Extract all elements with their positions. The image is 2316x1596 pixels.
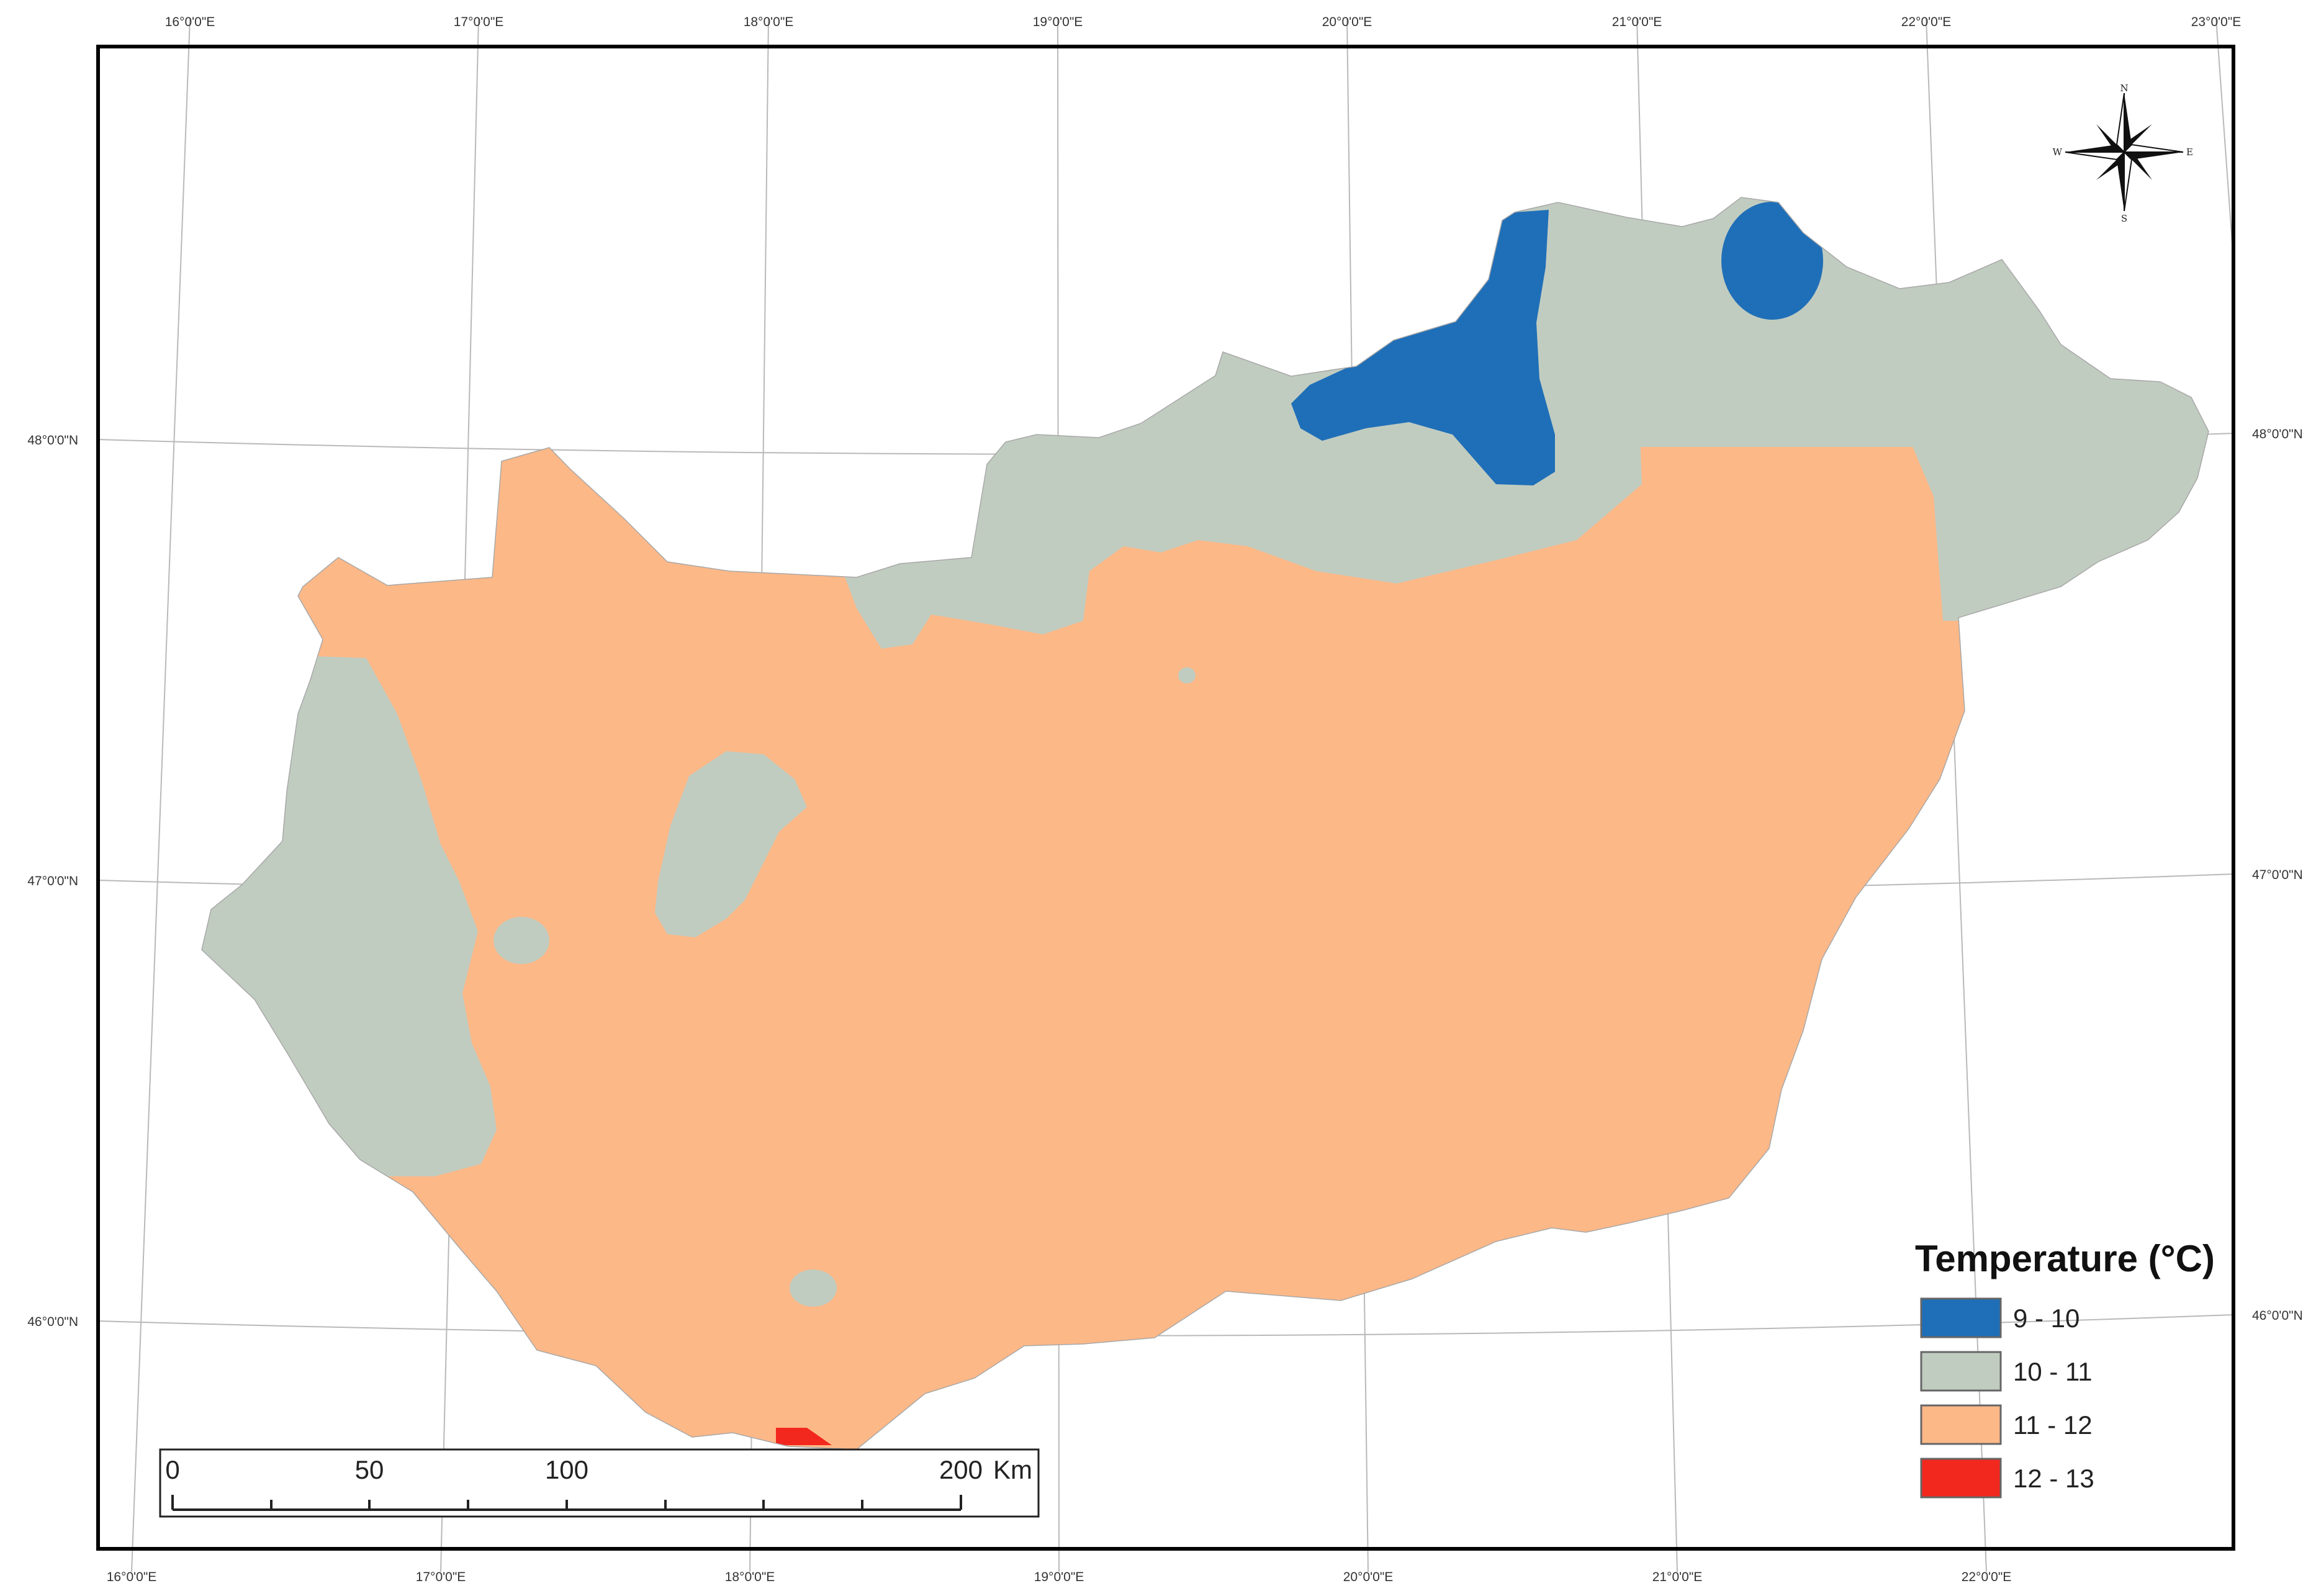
legend-label: 11 - 12 [2013,1410,2093,1440]
country-outline [201,197,2209,1450]
left-tick-labels: 48°0'0"N 47°0'0"N 46°0'0"N [27,433,78,1329]
legend-item: 10 - 11 [1920,1351,2093,1392]
legend-label: 12 - 13 [2013,1464,2094,1493]
zone-10-11-central [655,751,807,937]
bottom-tick-label: 20°0'0"E [1343,1570,1394,1584]
top-tick-label: 16°0'0"E [165,15,215,29]
top-tick-label: 19°0'0"E [1033,15,1083,29]
legend-label: 9 - 10 [2013,1304,2079,1333]
scale-bar-ruler [171,1495,962,1511]
bottom-tick-label: 21°0'0"E [1652,1570,1703,1584]
zone-10-11-small-west [493,917,549,964]
zone-10-11-small-center [1178,667,1196,683]
scale-label: 0 [165,1455,179,1484]
scale-label: 100 [545,1455,588,1484]
top-tick-label: 18°0'0"E [744,15,794,29]
compass-east-label: E [2186,147,2193,158]
scale-unit: Km [993,1455,1032,1484]
legend-swatch [1920,1458,2002,1499]
zone-12-13-south [776,1428,832,1445]
right-tick-label: 48°0'0"N [2252,427,2303,441]
right-tick-label: 46°0'0"N [2252,1309,2303,1323]
legend-label: 10 - 11 [2013,1357,2093,1386]
bottom-tick-label: 18°0'0"E [725,1570,775,1584]
left-tick-label: 48°0'0"N [27,433,78,448]
bottom-tick-label: 17°0'0"E [416,1570,466,1584]
right-tick-label: 47°0'0"N [2252,868,2303,882]
top-tick-label: 22°0'0"E [1901,15,1952,29]
top-tick-label: 21°0'0"E [1612,15,1662,29]
legend-swatch [1920,1297,2002,1338]
left-tick-label: 46°0'0"N [27,1315,78,1329]
scale-label: 50 [355,1455,384,1484]
left-tick-label: 47°0'0"N [27,874,78,888]
scale-bar: 0 50 100 200 Km [159,1448,1040,1518]
zone-9-10-northeast [1721,202,1823,320]
bottom-tick-label: 16°0'0"E [107,1570,157,1584]
top-tick-labels: 16°0'0"E 17°0'0"E 18°0'0"E 19°0'0"E 20°0… [165,15,2242,29]
compass-west-label: W [2053,147,2063,158]
scale-label: 200 [939,1455,983,1484]
legend-swatch [1920,1404,2002,1445]
compass-north-label: N [2120,83,2128,94]
compass-rose-icon: N S E W [2053,83,2193,224]
zone-10-11-small-south [790,1269,837,1307]
top-tick-label: 20°0'0"E [1322,15,1372,29]
legend-swatch [1920,1351,2002,1392]
legend: Temperature (°C) 9 - 10 10 - 11 11 - 12 … [1915,1238,2215,1499]
zone-10-11-north-top [931,197,2209,447]
top-tick-label: 17°0'0"E [454,15,504,29]
top-tick-label: 23°0'0"E [2191,15,2242,29]
bottom-tick-label: 19°0'0"E [1034,1570,1084,1584]
right-tick-labels: 48°0'0"N 47°0'0"N 46°0'0"N [2252,427,2303,1323]
bottom-tick-label: 22°0'0"E [1962,1570,2012,1584]
legend-item: 9 - 10 [1920,1297,2079,1338]
scale-bar-box [159,1448,1040,1518]
bottom-tick-labels: 16°0'0"E 17°0'0"E 18°0'0"E 19°0'0"E 20°0… [107,1570,2012,1584]
legend-item: 12 - 13 [1920,1458,2094,1499]
compass-south-label: S [2121,213,2127,224]
temperature-zones [202,197,2209,1449]
map-frame [96,45,2235,1551]
legend-item: 11 - 12 [1920,1404,2093,1445]
legend-title: Temperature (°C) [1915,1238,2215,1279]
